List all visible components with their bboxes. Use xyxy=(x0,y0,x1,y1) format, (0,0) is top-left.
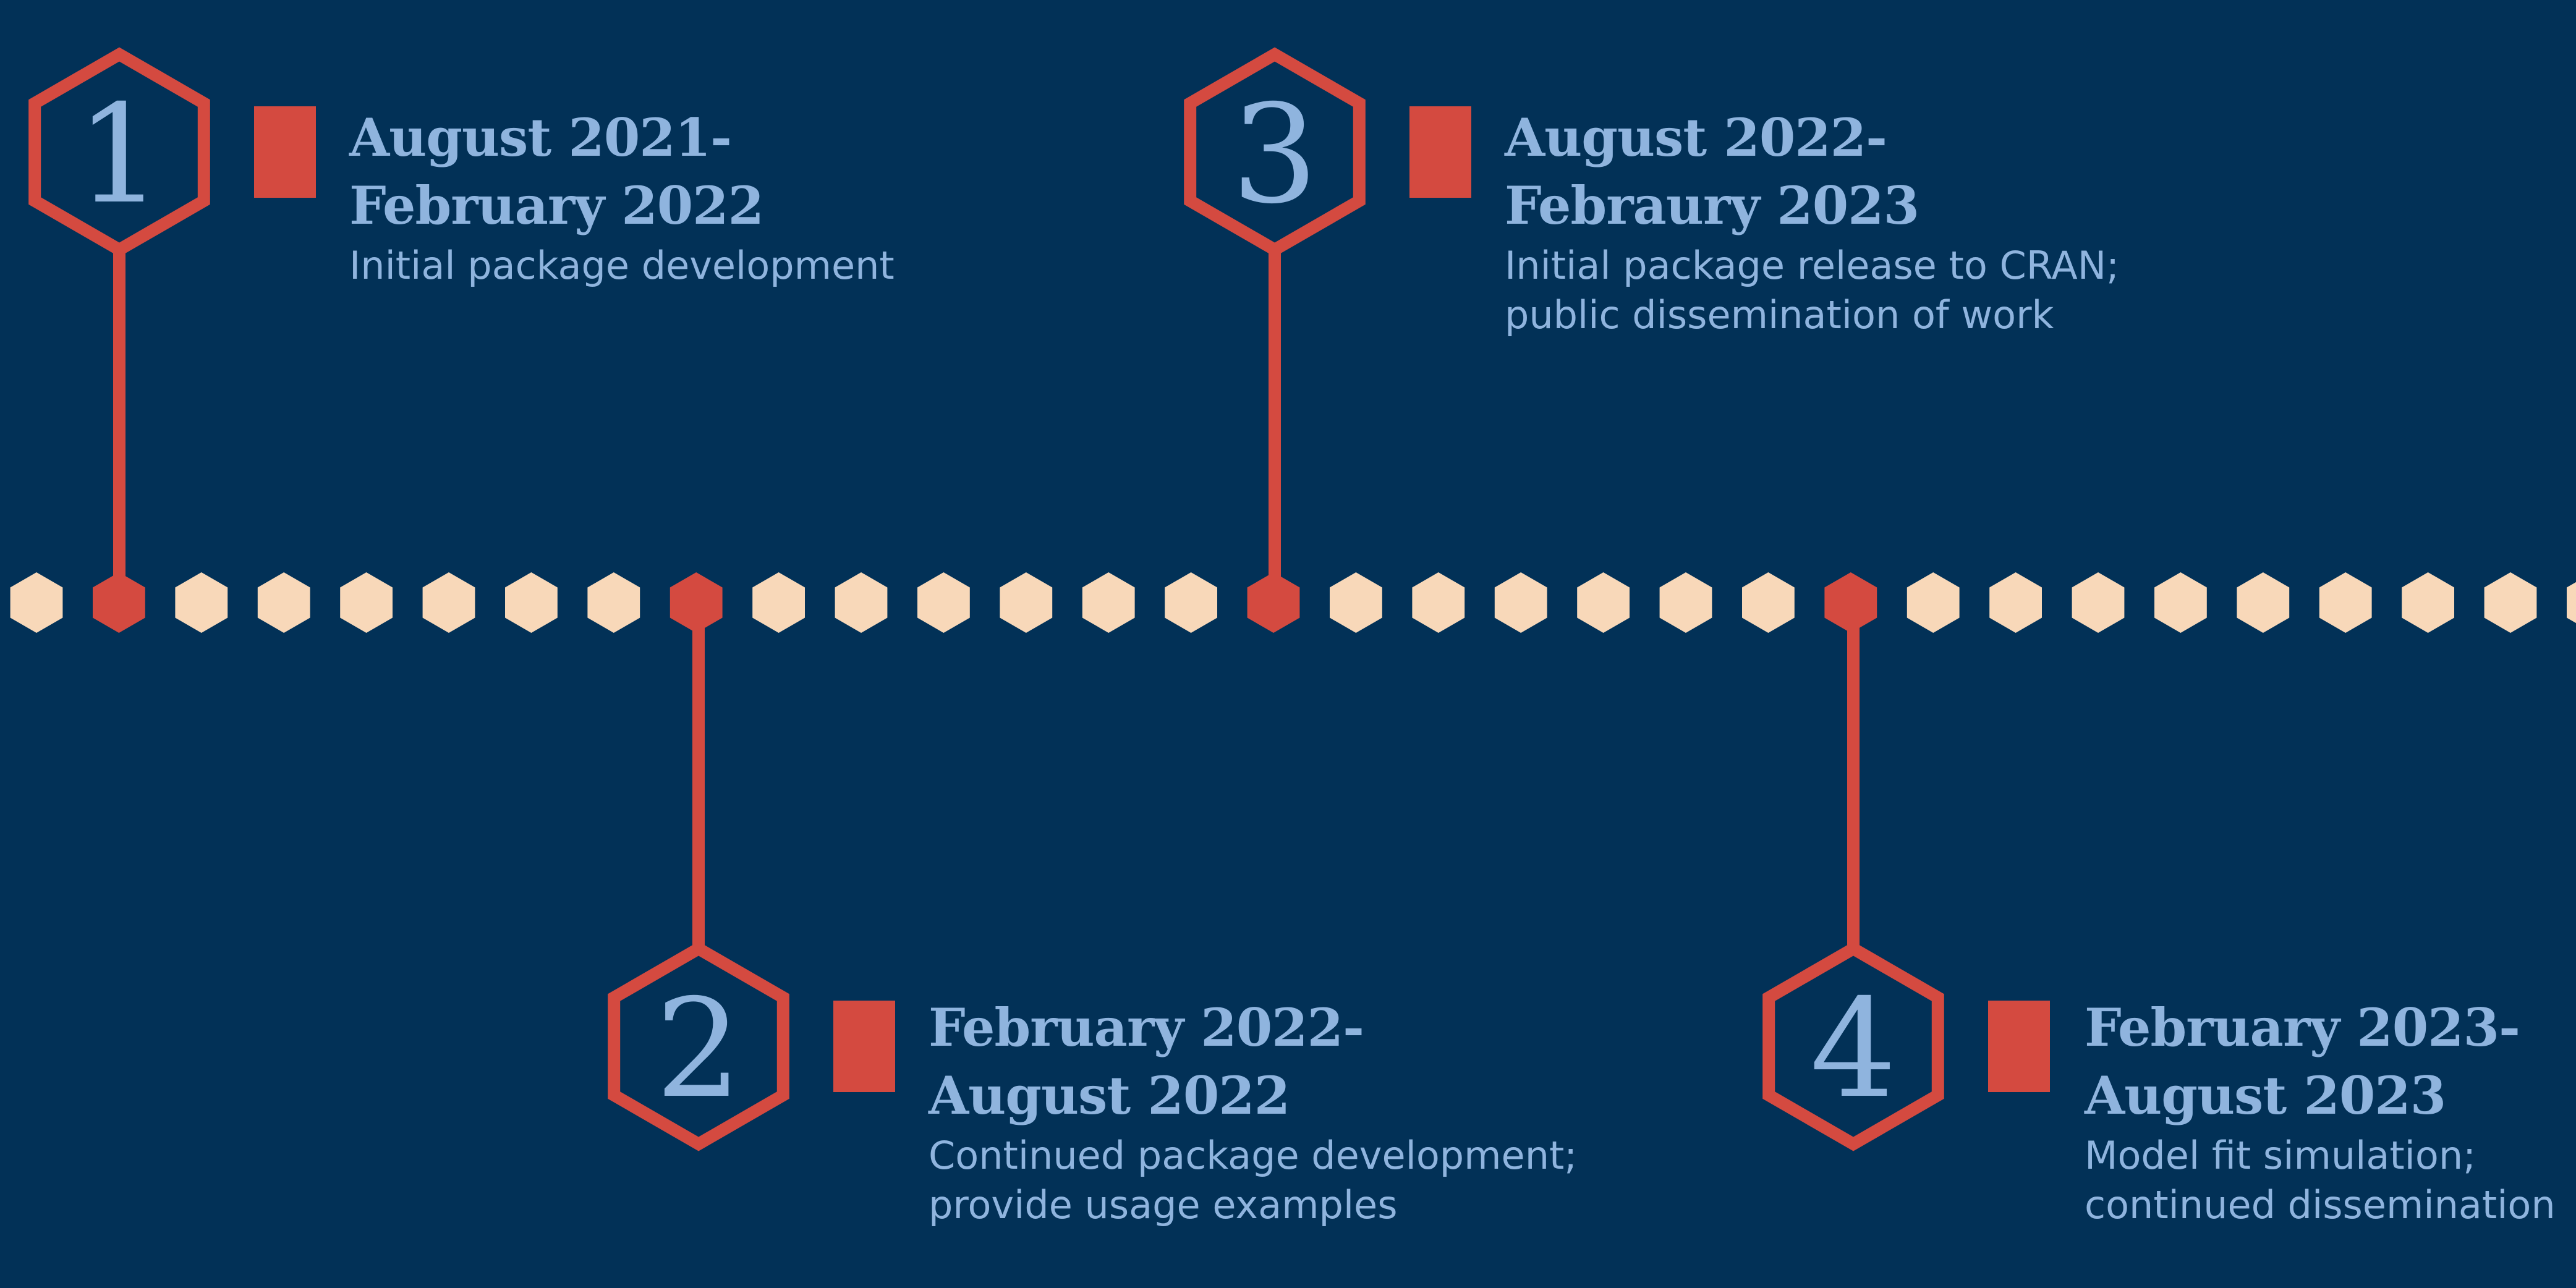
timeline-dot xyxy=(2567,582,2576,624)
timeline-dot xyxy=(2402,572,2454,633)
milestone-2-description: Continued package development; provide u… xyxy=(929,1131,1732,1230)
timeline-dot xyxy=(1742,572,1795,633)
milestone-2-hexagon xyxy=(608,941,789,1151)
timeline-dot xyxy=(2319,572,2372,633)
timeline-dot xyxy=(257,572,310,633)
milestone-2-text: February 2022- August 2022 Continued pac… xyxy=(929,994,1732,1230)
milestone-3-tag xyxy=(1409,106,1471,198)
timeline-dot xyxy=(1412,572,1465,633)
milestone-1-title: August 2021- February 2022 xyxy=(349,104,1153,240)
milestone-1-number: 1 xyxy=(76,75,163,234)
milestone-1-description: Initial package development xyxy=(349,241,1153,290)
milestone-1-tag xyxy=(254,106,316,198)
milestone-1-title-line1: August 2021- xyxy=(349,107,732,168)
milestone-4-hexagon xyxy=(1762,941,1944,1151)
timeline-dot xyxy=(10,572,63,633)
milestone-3-text: August 2022- Febraury 2023 Initial packa… xyxy=(1505,104,2308,340)
timeline-dot xyxy=(917,572,970,633)
milestone-2-title-line1: February 2022- xyxy=(929,997,1364,1058)
timeline-dot xyxy=(1906,572,1960,633)
milestone-4-title: February 2023- August 2023 xyxy=(2085,994,2576,1130)
milestone-1-text: August 2021- February 2022 Initial packa… xyxy=(349,104,1153,290)
timeline-dot xyxy=(1494,572,1547,633)
milestone-4-desc-line1: Model fit simulation; xyxy=(2085,1133,2476,1178)
milestone-2-title-line2: August 2022 xyxy=(929,1065,1290,1126)
timeline-dot xyxy=(752,572,805,633)
milestone-4-description: Model fit simulation; continued dissemin… xyxy=(2085,1131,2576,1230)
timeline-milestone-dot xyxy=(1247,572,1300,633)
timeline-dot xyxy=(340,572,393,633)
timeline-dot xyxy=(2072,572,2125,633)
milestone-3-number: 3 xyxy=(1231,75,1318,234)
milestone-3-title: August 2022- Febraury 2023 xyxy=(1505,104,2308,240)
timeline-dot xyxy=(587,572,640,633)
milestone-4-title-line2: August 2023 xyxy=(2085,1065,2446,1126)
timeline-dot xyxy=(1989,572,2042,633)
timeline-dot xyxy=(2237,572,2290,633)
timeline-dot xyxy=(1000,572,1053,633)
timeline-dot xyxy=(422,572,475,633)
milestone-4-text: February 2023- August 2023 Model fit sim… xyxy=(2085,994,2576,1230)
milestone-4-number: 4 xyxy=(1810,970,1897,1128)
milestone-2-desc-line1: Continued package development; xyxy=(929,1133,1578,1178)
timeline-dot xyxy=(2484,572,2537,633)
milestone-2-desc-line2: provide usage examples xyxy=(929,1182,1398,1227)
milestone-2-title: February 2022- August 2022 xyxy=(929,994,1732,1130)
timeline-dot xyxy=(2154,572,2207,633)
timeline-dot xyxy=(1577,572,1630,633)
milestone-3-title-line1: August 2022- xyxy=(1505,107,1887,168)
timeline-milestone-dot xyxy=(93,572,145,633)
milestone-4-tag xyxy=(1988,1001,2050,1092)
milestone-3-title-line2: Febraury 2023 xyxy=(1505,175,1919,236)
timeline-dot xyxy=(505,572,558,633)
milestone-1-hexagon xyxy=(28,47,210,257)
timeline-dot xyxy=(1165,572,1217,633)
timeline-milestone-dot xyxy=(670,572,723,633)
timeline-dot xyxy=(1082,572,1135,633)
timeline-dot xyxy=(1659,572,1712,633)
milestone-1-title-line2: February 2022 xyxy=(349,175,764,236)
timeline-dot xyxy=(835,572,888,633)
timeline-milestone-dot xyxy=(1824,572,1877,633)
timeline-dot xyxy=(1330,572,1382,633)
milestone-4-title-line1: February 2023- xyxy=(2085,997,2520,1058)
milestone-1-desc-line1: Initial package development xyxy=(349,243,895,288)
milestone-3-desc-line1: Initial package release to CRAN; xyxy=(1505,243,2119,288)
milestone-4-desc-line2: continued dissemination xyxy=(2085,1182,2556,1227)
milestone-2-tag xyxy=(833,1001,895,1092)
milestone-3-hexagon xyxy=(1184,47,1366,257)
timeline-dot xyxy=(175,572,228,633)
milestone-2-number: 2 xyxy=(655,970,742,1128)
milestone-3-desc-line2: public dissemination of work xyxy=(1505,292,2054,337)
milestone-3-description: Initial package release to CRAN; public … xyxy=(1505,241,2308,340)
